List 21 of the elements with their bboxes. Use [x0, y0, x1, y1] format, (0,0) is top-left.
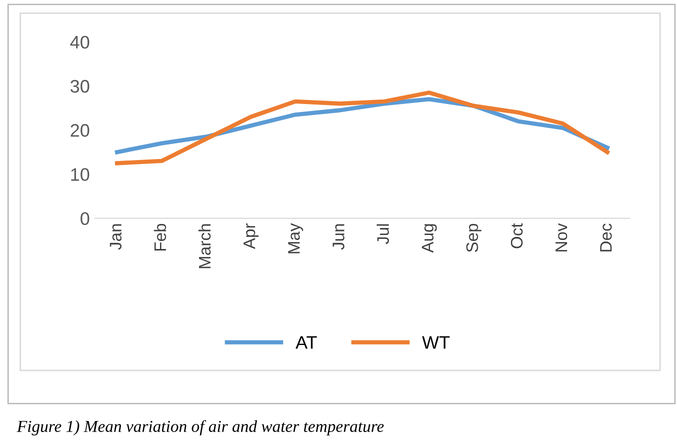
x-tick-label: Jan	[110, 224, 122, 250]
x-tick-label: May	[288, 223, 304, 254]
legend-label: AT	[296, 336, 317, 349]
caption: Figure 1) Mean variation of air and water temperature	[16, 420, 384, 436]
x-tick-label: March	[198, 224, 211, 268]
x-tick-label: Apr	[244, 223, 259, 250]
x-tick-label: Oct	[510, 223, 523, 248]
y-tick-label: 40	[70, 36, 90, 49]
x-tick-label: Sep	[466, 224, 482, 252]
y-tick-label: 10	[71, 168, 90, 181]
x-tick-label: Jun	[332, 224, 344, 250]
y-tick-label: 30	[70, 80, 90, 93]
x-tick-label: Dec	[600, 224, 612, 252]
y-tick-label: 20	[70, 124, 90, 137]
x-tick-label: Nov	[556, 223, 568, 252]
legend-label: WT	[422, 336, 450, 349]
x-tick-label: Jul	[376, 224, 389, 244]
x-tick-label: Feb	[154, 224, 166, 251]
x-tick-label: Aug	[422, 224, 437, 253]
y-tick-label: 0	[80, 212, 90, 226]
line-series	[114, 90, 610, 166]
